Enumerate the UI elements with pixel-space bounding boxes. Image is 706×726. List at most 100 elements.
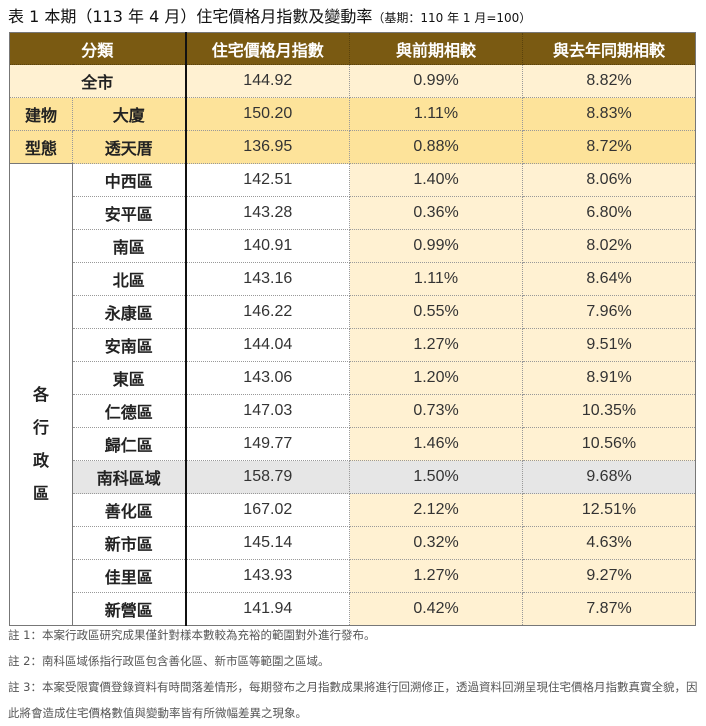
group-label-building-type-2: 型態	[9, 130, 73, 164]
header-category: 分類	[8, 32, 187, 65]
yoy-value: 12.51%	[522, 493, 697, 527]
prev-value: 0.55%	[349, 295, 524, 329]
prev-value: 0.73%	[349, 394, 524, 428]
row-label: 大廈	[71, 97, 187, 131]
index-value: 142.51	[185, 163, 351, 197]
prev-value: 1.46%	[349, 427, 524, 461]
row-district: 東區 143.06 1.20% 8.91%	[10, 361, 697, 395]
row-label: 東區	[71, 361, 187, 395]
index-value: 158.79	[185, 460, 351, 494]
prev-value: 1.50%	[349, 460, 524, 494]
row-district: 永康區 146.22 0.55% 7.96%	[10, 295, 697, 329]
row-label: 透天厝	[71, 130, 187, 164]
title-main: 表 1 本期（113 年 4 月）住宅價格月指數及變動率	[8, 7, 373, 26]
row-label: 永康區	[71, 295, 187, 329]
index-value: 145.14	[185, 526, 351, 560]
row-district: 新營區 141.94 0.42% 7.87%	[10, 592, 697, 626]
header-prev-period: 與前期相較	[349, 32, 524, 65]
footnote-3: 註 3：本案受限實價登錄資料有時間落差情形，每期發布之月指數成果將進行回溯修正，…	[8, 680, 698, 720]
prev-value: 0.88%	[349, 130, 524, 164]
yoy-value: 8.64%	[522, 262, 697, 296]
group-label-districts: 各 行 政 區	[9, 163, 73, 626]
row-label: 安平區	[71, 196, 187, 230]
yoy-value: 10.56%	[522, 427, 697, 461]
index-value: 143.28	[185, 196, 351, 230]
row-district: 仁德區 147.03 0.73% 10.35%	[10, 394, 697, 428]
yoy-value: 9.27%	[522, 559, 697, 593]
row-label: 全市	[8, 64, 187, 98]
row-label: 佳里區	[71, 559, 187, 593]
index-value: 140.91	[185, 229, 351, 263]
housing-price-index-table: 分類 住宅價格月指數 與前期相較 與去年同期相較 全市 144.92 0.99%…	[8, 32, 697, 626]
index-value: 167.02	[185, 493, 351, 527]
row-whole-city: 全市 144.92 0.99% 8.82%	[8, 64, 697, 98]
row-district: 南區 140.91 0.99% 8.02%	[10, 229, 697, 263]
footnote-2: 註 2：南科區域係指行政區包含善化區、新市區等範圍之區域。	[8, 654, 330, 668]
prev-value: 1.40%	[349, 163, 524, 197]
index-value: 136.95	[185, 130, 351, 164]
index-value: 147.03	[185, 394, 351, 428]
row-label: 仁德區	[71, 394, 187, 428]
yoy-value: 8.83%	[522, 97, 697, 131]
yoy-value: 8.72%	[522, 130, 697, 164]
index-value: 143.93	[185, 559, 351, 593]
group-label-building-type-1: 建物	[9, 97, 73, 131]
yoy-value: 9.68%	[522, 460, 697, 494]
title-base-period: （基期：110 年 1 月=100）	[372, 11, 532, 25]
row-district: 佳里區 143.93 1.27% 9.27%	[10, 559, 697, 593]
prev-value: 0.99%	[349, 229, 524, 263]
row-label: 南科區域	[71, 460, 187, 494]
row-district: 新市區 145.14 0.32% 4.63%	[10, 526, 697, 560]
prev-value: 1.11%	[349, 97, 524, 131]
row-label: 安南區	[71, 328, 187, 362]
prev-value: 1.20%	[349, 361, 524, 395]
row-label: 善化區	[71, 493, 187, 527]
table-title: 表 1 本期（113 年 4 月）住宅價格月指數及變動率（基期：110 年 1 …	[8, 6, 531, 28]
footnotes: 註 1：本案行政區研究成果僅針對樣本數較為充裕的範圍對外進行發布。 註 2：南科…	[8, 622, 703, 726]
prev-value: 1.11%	[349, 262, 524, 296]
row-label: 新市區	[71, 526, 187, 560]
yoy-value: 7.87%	[522, 592, 697, 626]
row-label: 南區	[71, 229, 187, 263]
row-district: 各 行 政 區 中西區 142.51 1.40% 8.06%	[9, 163, 697, 626]
yoy-value: 10.35%	[522, 394, 697, 428]
yoy-value: 7.96%	[522, 295, 697, 329]
row-district: 北區 143.16 1.11% 8.64%	[10, 262, 697, 296]
row-district: 安平區 143.28 0.36% 6.80%	[10, 196, 697, 230]
row-building-type: 建物 大廈 150.20 1.11% 8.83%	[9, 97, 697, 131]
index-value: 143.06	[185, 361, 351, 395]
index-value: 150.20	[185, 97, 351, 131]
yoy-value: 8.06%	[522, 163, 697, 197]
header-row: 分類 住宅價格月指數 與前期相較 與去年同期相較	[8, 32, 697, 65]
row-district: 安南區 144.04 1.27% 9.51%	[10, 328, 697, 362]
yoy-value: 8.82%	[522, 64, 697, 98]
row-district: 善化區 167.02 2.12% 12.51%	[10, 493, 697, 527]
index-value: 144.92	[185, 64, 351, 98]
row-label: 新營區	[71, 592, 187, 626]
row-label: 中西區	[71, 163, 187, 197]
index-value: 146.22	[185, 295, 351, 329]
prev-value: 0.32%	[349, 526, 524, 560]
row-label: 歸仁區	[71, 427, 187, 461]
yoy-value: 8.91%	[522, 361, 697, 395]
prev-value: 0.99%	[349, 64, 524, 98]
index-value: 144.04	[185, 328, 351, 362]
yoy-value: 6.80%	[522, 196, 697, 230]
row-building-type: 型態 透天厝 136.95 0.88% 8.72%	[9, 130, 697, 164]
footnote-1: 註 1：本案行政區研究成果僅針對樣本數較為充裕的範圍對外進行發布。	[8, 628, 376, 642]
yoy-value: 4.63%	[522, 526, 697, 560]
index-value: 149.77	[185, 427, 351, 461]
prev-value: 1.27%	[349, 328, 524, 362]
yoy-value: 9.51%	[522, 328, 697, 362]
row-district-highlight: 南科區域 158.79 1.50% 9.68%	[10, 460, 697, 494]
header-index: 住宅價格月指數	[185, 32, 351, 65]
row-district: 歸仁區 149.77 1.46% 10.56%	[10, 427, 697, 461]
row-label: 北區	[71, 262, 187, 296]
prev-value: 0.36%	[349, 196, 524, 230]
prev-value: 0.42%	[349, 592, 524, 626]
yoy-value: 8.02%	[522, 229, 697, 263]
header-yoy: 與去年同期相較	[522, 32, 697, 65]
index-value: 143.16	[185, 262, 351, 296]
prev-value: 1.27%	[349, 559, 524, 593]
prev-value: 2.12%	[349, 493, 524, 527]
